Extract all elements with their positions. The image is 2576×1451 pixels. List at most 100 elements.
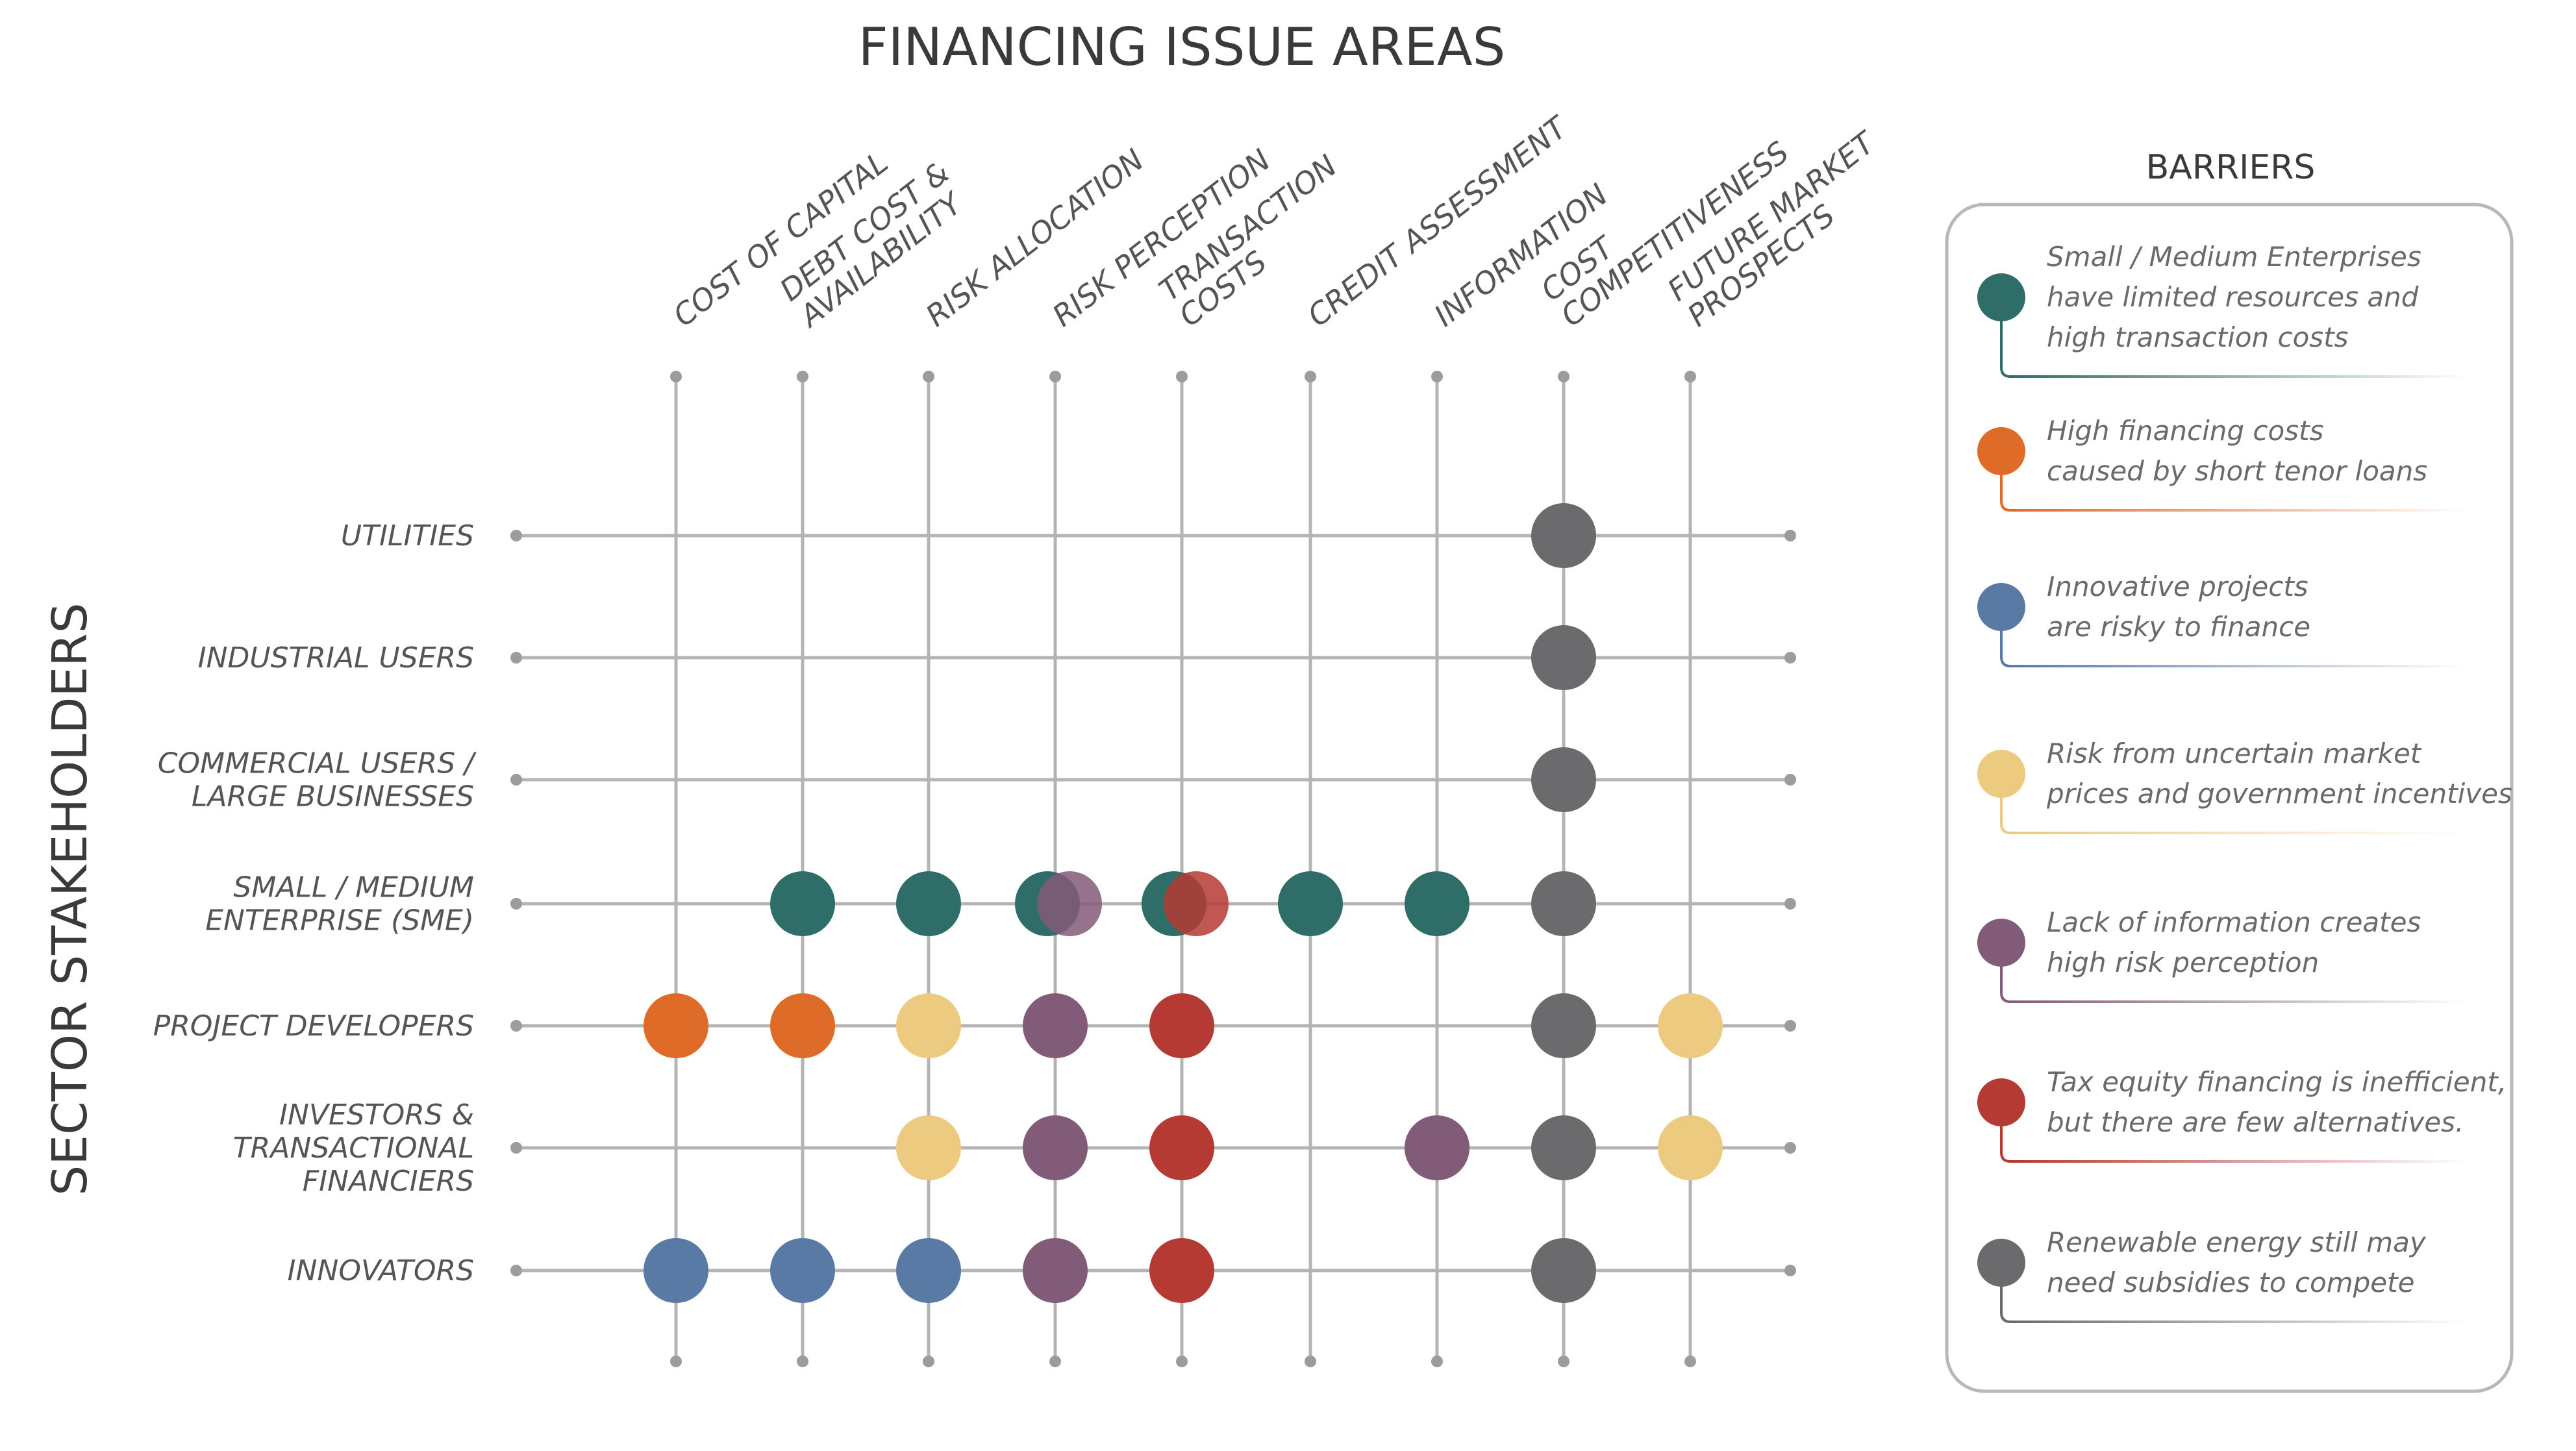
- row-label-line: ENTERPRISE (SME): [205, 904, 474, 937]
- marker-sme-risk_perc-info_lack: [1037, 871, 1102, 936]
- row-label-line: PROJECT DEVELOPERS: [153, 1010, 474, 1043]
- row-end-dot: [510, 1265, 522, 1276]
- row-label-line: TRANSACTIONAL: [233, 1132, 474, 1165]
- legend-item-uncertain: Risk from uncertain market prices and gov…: [1977, 738, 2512, 834]
- legend-connector: [2000, 774, 2011, 834]
- legend-text-line: need subsidies to compete: [2047, 1267, 2414, 1298]
- marker-sme-risk_alloc-sme_limited: [896, 871, 961, 936]
- legend-connector: [2000, 451, 2011, 512]
- column-end-dot: [797, 1356, 808, 1367]
- column-end-dot: [1431, 371, 1443, 382]
- row-end-dot: [510, 898, 522, 910]
- legend-box: [1945, 203, 2514, 1393]
- marker-developers-costcomp-subsidies: [1531, 993, 1596, 1058]
- marker-investors-future-uncertain: [1658, 1115, 1723, 1180]
- marker-investors-costcomp-subsidies: [1531, 1115, 1596, 1180]
- row-end-dot: [510, 1020, 522, 1032]
- marker-innovators-risk_alloc-innovative: [896, 1238, 961, 1303]
- marker-commercial-costcomp-subsidies: [1531, 747, 1596, 812]
- legend-text-line: caused by short tenor loans: [2047, 455, 2427, 487]
- marker-developers-risk_alloc-uncertain: [896, 993, 961, 1058]
- legend-underline: [2010, 509, 2469, 512]
- row-label-line: FINANCIERS: [303, 1165, 474, 1198]
- legend-item-high_cost: High financing costs caused by short teno…: [1977, 415, 2469, 512]
- legend-underline: [2010, 375, 2469, 378]
- legend-text: Risk from uncertain market prices and gov…: [2046, 738, 2512, 810]
- row-label-line: INDUSTRIAL USERS: [198, 641, 474, 675]
- legend-text-line: Small / Medium Enterprises: [2047, 241, 2421, 273]
- legend-text-line: are risky to finance: [2047, 611, 2310, 643]
- marker-utilities-costcomp-subsidies: [1531, 503, 1596, 568]
- marker-developers-future-uncertain: [1658, 993, 1723, 1058]
- legend-swatch: [1977, 750, 2025, 798]
- marker-sme-credit-sme_limited: [1278, 871, 1343, 936]
- row-label-line: LARGE BUSINESSES: [192, 780, 474, 813]
- marker-sme-info-sme_limited: [1405, 871, 1469, 936]
- legend-text-line: Renewable energy still may: [2047, 1226, 2427, 1258]
- row-label-developers: PROJECT DEVELOPERS: [153, 1010, 474, 1043]
- legend-swatch: [1977, 273, 2025, 321]
- column-end-dot: [923, 371, 934, 382]
- row-label-line: COMMERCIAL USERS /: [158, 747, 477, 780]
- marker-innovators-costcomp-subsidies: [1531, 1238, 1596, 1303]
- row-end-dot: [510, 530, 522, 541]
- row-labels: UTILITIES INDUSTRIAL USERS COMMERCIAL USER…: [153, 519, 477, 1287]
- legend-item-tax_equity: Tax equity financing is inefficient, but …: [1977, 1066, 2507, 1163]
- column-end-dot: [1558, 371, 1569, 382]
- marker-industrial-costcomp-subsidies: [1531, 625, 1596, 690]
- column-end-dot: [1049, 371, 1061, 382]
- legend-item-innovative: Innovative projects are risky to finance: [1977, 571, 2469, 667]
- legend-text-line: high risk perception: [2047, 947, 2319, 978]
- column-end-dot: [1305, 371, 1316, 382]
- marker-investors-risk_perc-info_lack: [1023, 1115, 1088, 1180]
- legend-text-line: high transaction costs: [2047, 321, 2349, 353]
- column-end-dot: [1684, 1356, 1696, 1367]
- marker-investors-info-info_lack: [1405, 1115, 1469, 1180]
- legend-text: Innovative projects are risky to finance: [2047, 571, 2310, 643]
- row-end-dot: [1784, 1265, 1796, 1276]
- legend-text-line: Risk from uncertain market: [2047, 738, 2422, 769]
- column-end-dot: [1049, 1356, 1061, 1367]
- legend-connector: [2000, 1102, 2011, 1163]
- row-label-commercial: COMMERCIAL USERS / LARGE BUSINESSES: [158, 747, 477, 813]
- row-label-line: UTILITIES: [341, 519, 474, 552]
- row-end-dot: [1784, 530, 1796, 541]
- legend-underline: [2010, 1321, 2469, 1323]
- marker-investors-trans-tax_equity: [1149, 1115, 1214, 1180]
- marker-developers-cost-high_cost: [644, 993, 708, 1058]
- row-end-dot: [1784, 774, 1796, 786]
- column-end-dot: [1176, 1356, 1188, 1367]
- row-label-investors: INVESTORS & TRANSACTIONAL FINANCIERS: [233, 1098, 474, 1198]
- legend-text-line: Innovative projects: [2047, 571, 2308, 602]
- legend-text-line: but there are few alternatives.: [2047, 1106, 2464, 1138]
- column-end-dot: [670, 1356, 682, 1367]
- marker-sme-trans-tax_equity: [1164, 871, 1229, 936]
- legend-item-sme_limited: Small / Medium Enterprises have limited r…: [1977, 241, 2469, 378]
- marker-developers-debt-high_cost: [770, 993, 835, 1058]
- legend-swatch: [1977, 919, 2025, 967]
- marker-developers-trans-tax_equity: [1149, 993, 1214, 1058]
- marker-sme-costcomp-subsidies: [1531, 871, 1596, 936]
- legend-text-line: prices and government incentives: [2046, 778, 2512, 810]
- legend-swatch: [1977, 583, 2025, 631]
- marker-investors-risk_alloc-uncertain: [896, 1115, 961, 1180]
- row-end-dot: [1784, 1020, 1796, 1032]
- row-label-line: INVESTORS &: [279, 1098, 474, 1132]
- legend: Small / Medium Enterprises have limited r…: [1977, 241, 2512, 1323]
- row-end-dot: [1784, 652, 1796, 663]
- row-label-innovators: INNOVATORS: [288, 1254, 474, 1287]
- legend-connector: [2000, 943, 2011, 1003]
- marker-innovators-debt-innovative: [770, 1238, 835, 1303]
- row-label-sme: SMALL / MEDIUM ENTERPRISE (SME): [205, 871, 474, 937]
- column-end-dot: [797, 371, 808, 382]
- marker-sme-debt-sme_limited: [770, 871, 835, 936]
- column-end-dot: [1431, 1356, 1443, 1367]
- marker-innovators-risk_perc-info_lack: [1023, 1238, 1088, 1303]
- legend-text-line: High financing costs: [2047, 415, 2323, 447]
- row-end-dot: [1784, 898, 1796, 910]
- column-end-dot: [1305, 1356, 1316, 1367]
- legend-text-line: Lack of information creates: [2047, 906, 2421, 938]
- legend-text: Tax equity financing is inefficient, but …: [2047, 1066, 2507, 1138]
- row-label-utilities: UTILITIES: [341, 519, 474, 552]
